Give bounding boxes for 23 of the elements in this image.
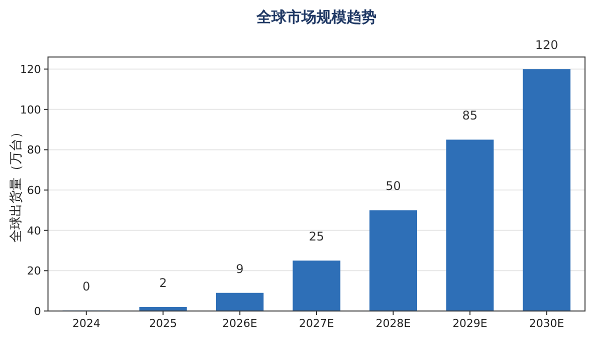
- data-label: 120: [535, 38, 558, 52]
- y-tick-label: 80: [27, 144, 41, 157]
- y-tick-label: 100: [20, 103, 41, 116]
- y-tick-label: 120: [20, 63, 41, 76]
- y-axis-title: 全球出货量（万台）: [9, 126, 24, 242]
- x-tick-label: 2027E: [299, 317, 334, 330]
- data-label: 9: [236, 262, 244, 276]
- x-tick-label: 2025: [149, 317, 178, 330]
- x-tick-label: 2024: [72, 317, 100, 330]
- data-label: 0: [82, 279, 90, 294]
- data-label: 50: [386, 179, 401, 194]
- x-tick-label: 2030E: [529, 317, 564, 330]
- x-tick-label: 2029E: [452, 317, 488, 330]
- y-tick-label: 40: [27, 224, 41, 238]
- y-tick-label: 20: [27, 264, 41, 278]
- data-label: 2: [159, 276, 167, 290]
- y-tick-label: 60: [27, 184, 41, 198]
- data-label: 85: [462, 108, 478, 123]
- chart-title: 全球市场规模趋势: [256, 8, 376, 26]
- x-tick-label: 2026E: [222, 317, 258, 330]
- x-tick-label: 2028E: [376, 317, 411, 330]
- y-tick-label: 0: [34, 305, 41, 318]
- data-label: 25: [308, 230, 324, 244]
